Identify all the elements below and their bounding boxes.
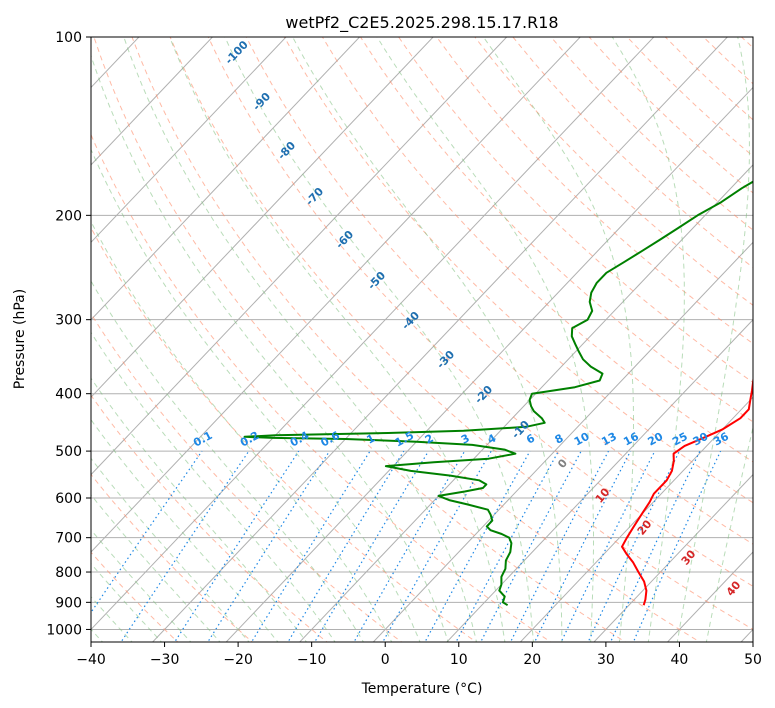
y-axis-label: Pressure (hPa)	[12, 289, 28, 389]
isotherm-gridline	[372, 241, 753, 642]
dry-adiabat-line	[207, 37, 753, 587]
mixing-ratio-line	[91, 450, 203, 614]
mixing-ratio-line	[534, 450, 632, 642]
plot-frame	[90, 36, 754, 643]
isotherm-gridline	[0, 24, 4, 645]
sounding-series	[243, 180, 753, 607]
x-tick-label: 20	[523, 652, 541, 668]
plot-area	[91, 37, 753, 642]
dry-adiabat-line	[93, 37, 627, 642]
isotherm-gridline	[91, 37, 287, 244]
dry-adiabat-line	[360, 37, 753, 423]
mixing-ratio-line	[314, 450, 430, 642]
dry-adiabat-line	[91, 473, 254, 642]
dry-adiabat-line	[91, 312, 403, 642]
moist-adiabat-line	[91, 331, 336, 642]
mixing-ratio-line	[250, 450, 371, 642]
isotherm-gridline	[225, 86, 753, 642]
x-tick-label: 40	[670, 652, 688, 668]
y-tick-label: 900	[55, 595, 82, 611]
mixing-ratio-line	[382, 450, 492, 642]
moist-adiabat-line	[676, 37, 750, 642]
mixing-ratio-label: 30	[691, 430, 711, 449]
x-tick-label: 0	[381, 652, 390, 668]
isotherm-gridline	[519, 396, 753, 642]
moist-adiabat-line	[91, 220, 393, 642]
moist-adiabat-line	[91, 148, 421, 642]
x-axis: −40 −30 −20 −10 0 10 20 30 40 50	[76, 642, 762, 668]
x-tick-label: −40	[76, 652, 106, 668]
mixing-ratio-line	[173, 450, 300, 642]
y-tick-label: 200	[55, 208, 82, 224]
x-axis-label: Temperature (°C)	[361, 681, 483, 697]
y-axis: 100 200 300 400 500 600 700 800 900 1000	[46, 30, 91, 638]
dry-adiabat-line	[169, 37, 753, 630]
dewpoint-profile-line	[243, 180, 753, 607]
isotherm-gridline	[91, 37, 214, 166]
mixing-ratio-label: 25	[670, 430, 690, 449]
isotherm-gridline	[151, 37, 729, 642]
mixing-ratio-label: 36	[711, 430, 731, 449]
isotherm-gridline	[91, 37, 581, 553]
y-tick-label: 700	[55, 531, 82, 547]
mixing-ratio-line	[287, 450, 405, 642]
moist-adiabat-line	[169, 37, 506, 642]
mixing-ratio-label: 16	[621, 430, 641, 449]
mixing-ratio-label: 20	[646, 430, 666, 449]
moist-adiabat-line	[123, 37, 478, 642]
mixing-ratio-line	[207, 450, 331, 642]
dry-adiabat-line	[91, 226, 477, 642]
temperature-profile-line	[621, 373, 753, 606]
x-tick-label: −30	[150, 652, 180, 668]
isotherm-gridline	[91, 37, 655, 631]
dry-adiabat-line	[474, 37, 753, 306]
moist-adiabat-line	[91, 377, 308, 642]
chart-title: wetPf2_C2E5.2025.298.15.17.R18	[285, 13, 558, 33]
mixing-ratio-line	[632, 450, 722, 642]
isotherm-gridline	[91, 37, 361, 321]
moist-adiabat-line	[292, 37, 563, 642]
x-tick-label: 10	[450, 652, 468, 668]
mixing-ratio-label: 13	[599, 430, 619, 449]
mixing-ratio-line	[609, 450, 701, 642]
y-tick-label: 1000	[46, 622, 82, 638]
moist-adiabat-line	[91, 280, 364, 642]
x-tick-label: −10	[297, 652, 327, 668]
plot-border	[90, 36, 754, 643]
moist-adiabat-line	[91, 457, 250, 642]
x-tick-label: 30	[597, 652, 615, 668]
isotherm-gridline	[299, 164, 753, 642]
x-tick-label: 50	[744, 652, 762, 668]
y-tick-label: 400	[55, 387, 82, 403]
y-tick-label: 600	[55, 491, 82, 507]
moist-adiabat-line	[91, 54, 449, 642]
y-tick-label: 300	[55, 313, 82, 329]
x-tick-label: −20	[223, 652, 253, 668]
mixing-ratio-line	[509, 450, 610, 642]
isotherm-gridline	[446, 319, 753, 642]
y-tick-label: 500	[55, 444, 82, 460]
plot-background	[91, 37, 753, 642]
isotherm-gridline	[593, 473, 753, 642]
dry-adiabat-line	[398, 37, 753, 384]
moist-adiabat-line	[376, 37, 594, 642]
moist-adiabat-line	[482, 37, 634, 642]
dry-adiabat-line	[91, 394, 328, 642]
y-tick-label: 800	[55, 565, 82, 581]
grid-lines	[0, 24, 753, 645]
moist-adiabat-line	[91, 418, 279, 642]
y-tick-label: 100	[55, 30, 82, 46]
mixing-ratio-label: 10	[572, 430, 592, 449]
mixing-ratio-line	[120, 450, 250, 642]
moist-adiabat-line	[611, 37, 685, 642]
mixing-ratio-line	[587, 450, 680, 642]
dry-adiabat-line	[91, 133, 552, 642]
isotherm-gridline	[91, 37, 508, 476]
